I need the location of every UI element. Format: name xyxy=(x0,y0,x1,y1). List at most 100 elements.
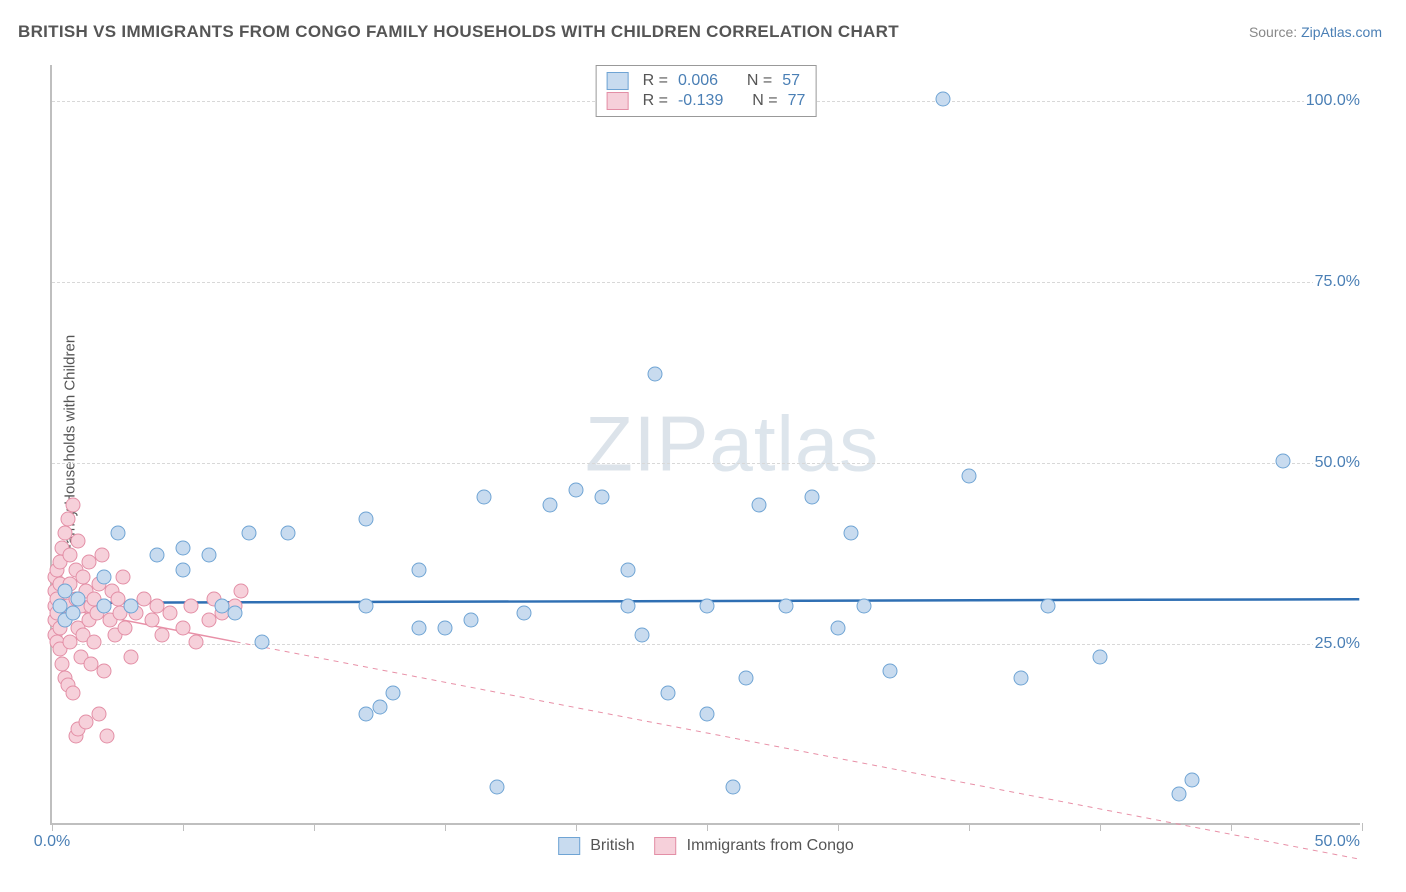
point-british xyxy=(385,685,400,700)
point-congo xyxy=(115,569,130,584)
point-congo xyxy=(189,635,204,650)
point-british xyxy=(569,483,584,498)
point-british xyxy=(464,613,479,628)
point-congo xyxy=(100,729,115,744)
n-value-british: 57 xyxy=(782,72,800,90)
point-british xyxy=(883,664,898,679)
point-congo xyxy=(233,584,248,599)
point-british xyxy=(1014,671,1029,686)
x-tick xyxy=(969,823,970,831)
point-congo xyxy=(65,497,80,512)
point-british xyxy=(477,490,492,505)
point-congo xyxy=(183,598,198,613)
point-congo xyxy=(155,627,170,642)
point-british xyxy=(660,685,675,700)
x-tick xyxy=(1100,823,1101,831)
source-attribution: Source: ZipAtlas.com xyxy=(1249,24,1382,40)
x-tick xyxy=(838,823,839,831)
point-congo xyxy=(97,664,112,679)
point-british xyxy=(97,598,112,613)
hgrid-line xyxy=(52,282,1360,283)
r-label: R = xyxy=(643,72,668,90)
point-british xyxy=(634,627,649,642)
point-british xyxy=(65,606,80,621)
watermark-thin: atlas xyxy=(709,400,879,488)
point-british xyxy=(778,598,793,613)
legend-item-british: British xyxy=(558,837,634,855)
point-british xyxy=(700,598,715,613)
swatch-congo xyxy=(607,92,629,110)
point-british xyxy=(726,779,741,794)
source-prefix: Source: xyxy=(1249,24,1301,40)
watermark-bold: ZIP xyxy=(585,400,709,488)
point-british xyxy=(411,562,426,577)
point-congo xyxy=(176,620,191,635)
point-congo xyxy=(55,656,70,671)
point-congo xyxy=(92,707,107,722)
hgrid-line xyxy=(52,463,1360,464)
x-tick-label: 0.0% xyxy=(34,833,70,851)
swatch-british xyxy=(607,72,629,90)
point-congo xyxy=(63,548,78,563)
point-congo xyxy=(65,685,80,700)
x-tick xyxy=(1362,823,1363,831)
point-british xyxy=(241,526,256,541)
x-tick xyxy=(183,823,184,831)
point-british xyxy=(1040,598,1055,613)
point-british xyxy=(752,497,767,512)
hgrid-line xyxy=(52,644,1360,645)
point-british xyxy=(176,540,191,555)
n-value-congo: 77 xyxy=(788,92,806,110)
y-tick-label: 50.0% xyxy=(1313,454,1362,472)
point-british xyxy=(71,591,86,606)
stats-row-congo: R = -0.139 N = 77 xyxy=(607,92,806,110)
point-british xyxy=(857,598,872,613)
point-british xyxy=(739,671,754,686)
y-tick-label: 100.0% xyxy=(1304,92,1362,110)
stats-legend-box: R = 0.006 N = 57 R = -0.139 N = 77 xyxy=(596,65,817,117)
r-value-congo: -0.139 xyxy=(678,92,723,110)
point-british xyxy=(542,497,557,512)
r-label: R = xyxy=(643,92,668,110)
legend-swatch-british xyxy=(558,837,580,855)
x-tick xyxy=(314,823,315,831)
point-british xyxy=(411,620,426,635)
point-british xyxy=(831,620,846,635)
point-congo xyxy=(123,649,138,664)
point-british xyxy=(700,707,715,722)
point-british xyxy=(1171,787,1186,802)
x-tick xyxy=(707,823,708,831)
source-link[interactable]: ZipAtlas.com xyxy=(1301,24,1382,40)
point-british xyxy=(516,606,531,621)
legend-swatch-congo xyxy=(655,837,677,855)
point-british xyxy=(228,606,243,621)
point-british xyxy=(844,526,859,541)
point-british xyxy=(97,569,112,584)
chart-title: BRITISH VS IMMIGRANTS FROM CONGO FAMILY … xyxy=(18,22,899,42)
x-tick-label: 50.0% xyxy=(1315,833,1360,851)
trend-congo-dash xyxy=(236,642,1360,859)
point-british xyxy=(254,635,269,650)
point-british xyxy=(176,562,191,577)
point-british xyxy=(372,700,387,715)
point-congo xyxy=(76,569,91,584)
point-british xyxy=(621,598,636,613)
point-congo xyxy=(162,606,177,621)
point-british xyxy=(359,512,374,527)
point-congo xyxy=(71,533,86,548)
point-british xyxy=(1093,649,1108,664)
point-british xyxy=(621,562,636,577)
x-tick xyxy=(445,823,446,831)
x-tick xyxy=(1231,823,1232,831)
plot-area: Family Households with Children ZIPatlas… xyxy=(50,65,1360,825)
point-british xyxy=(1184,772,1199,787)
point-british xyxy=(123,598,138,613)
legend-item-congo: Immigrants from Congo xyxy=(655,837,854,855)
point-british xyxy=(149,548,164,563)
n-label: N = xyxy=(747,72,772,90)
point-congo xyxy=(60,512,75,527)
point-congo xyxy=(94,548,109,563)
point-british xyxy=(804,490,819,505)
x-tick xyxy=(576,823,577,831)
stats-row-british: R = 0.006 N = 57 xyxy=(607,72,806,90)
